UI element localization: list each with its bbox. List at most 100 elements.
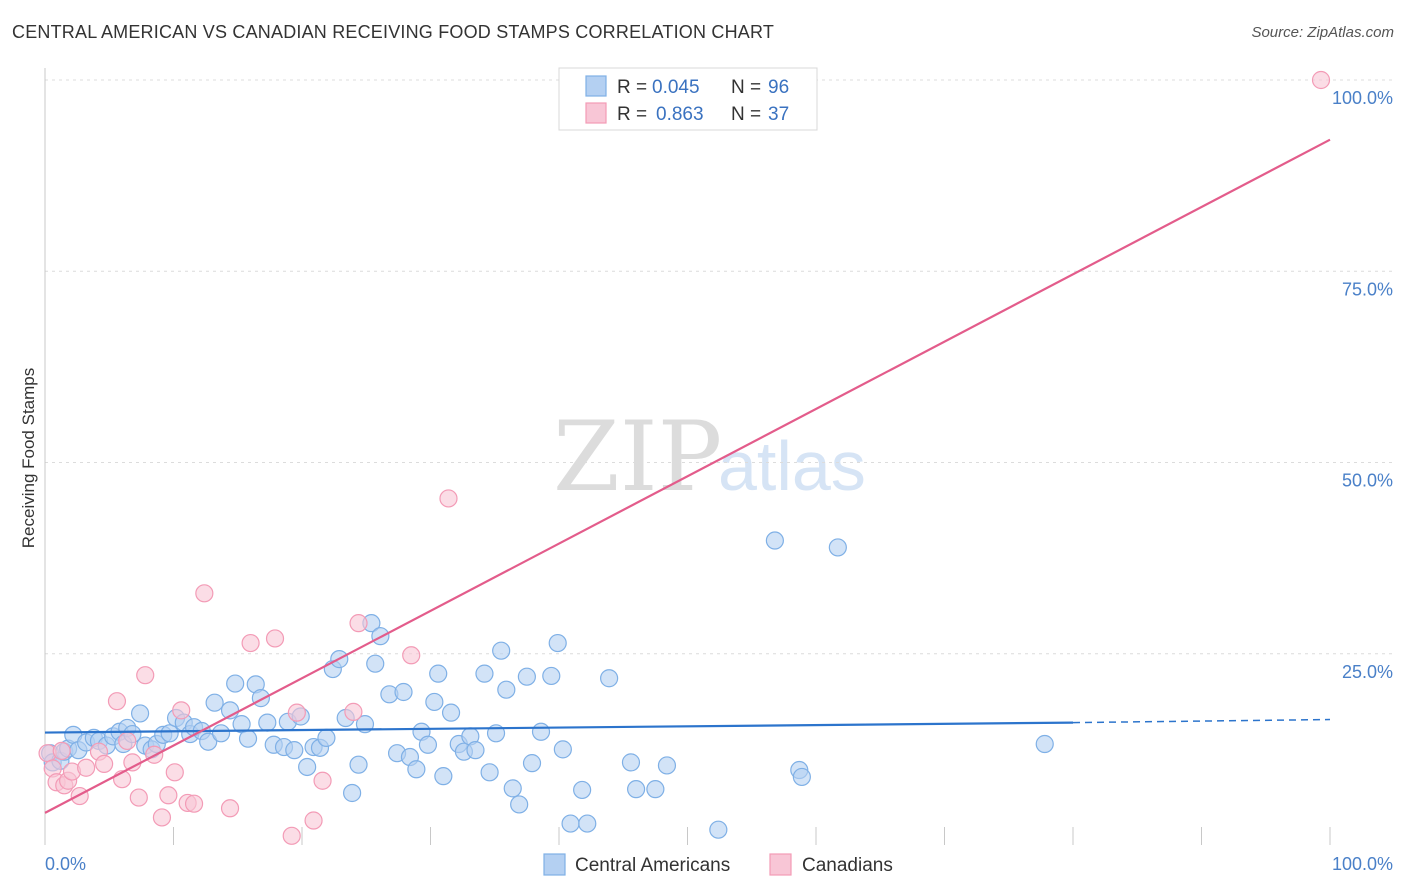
data-point (466, 741, 485, 760)
legend-r-label: R = (617, 77, 647, 98)
data-point (220, 799, 240, 818)
data-point (199, 732, 218, 751)
data-point (573, 780, 592, 800)
data-point (349, 755, 368, 774)
data-point (52, 741, 71, 761)
x-ticks (44, 827, 1331, 845)
data-point (226, 674, 245, 693)
legend-n-value: 37 (768, 104, 789, 125)
data-point (407, 760, 426, 779)
data-point (285, 741, 304, 760)
data-point (77, 758, 96, 777)
data-point (343, 783, 362, 803)
data-point (172, 701, 191, 720)
trend-line-canadians (44, 138, 1331, 814)
y-tick-label: 50.0% (1342, 471, 1393, 491)
data-point (304, 811, 323, 830)
data-point (394, 682, 413, 702)
data-point (429, 664, 448, 683)
data-point (517, 667, 536, 686)
data-point (531, 722, 551, 741)
data-point (497, 680, 516, 699)
data-point (561, 814, 580, 833)
legend-bottom: Central Americans Canadians (543, 853, 893, 876)
trend-lines (44, 138, 1331, 814)
data-point (1035, 734, 1054, 754)
data-point (287, 703, 306, 722)
legend-n-label: N = (731, 104, 761, 125)
bottom-legend-swatch-canadians (769, 853, 792, 876)
data-point (646, 780, 665, 799)
y-axis-label: Receiving Food Stamps (19, 368, 38, 548)
data-point (159, 786, 178, 805)
bottom-legend-label-canadians: Canadians (802, 855, 893, 876)
data-point (548, 633, 567, 653)
data-point (578, 814, 597, 833)
source-label: Source: ZipAtlas.com (1251, 24, 1394, 41)
legend-n-label: N = (731, 77, 761, 98)
data-point (439, 489, 458, 508)
data-point (265, 629, 285, 648)
data-point (522, 754, 542, 773)
data-point (418, 735, 438, 754)
data-point (136, 666, 155, 685)
data-point (258, 713, 277, 732)
data-point (657, 756, 677, 775)
data-point (765, 531, 784, 550)
data-point (492, 641, 511, 660)
data-point (600, 669, 619, 688)
data-point (129, 788, 148, 807)
bottom-legend-swatch-central-americans (543, 853, 566, 876)
data-point (510, 795, 529, 814)
data-point (205, 693, 224, 712)
data-point (828, 538, 847, 557)
data-point (107, 692, 127, 711)
y-tick-label: 100.0% (1332, 88, 1393, 108)
trend-line-extension (1072, 718, 1331, 724)
legend-n-value: 96 (768, 77, 789, 98)
data-point (366, 654, 385, 673)
data-point (441, 703, 461, 722)
data-point (70, 786, 89, 806)
data-point (475, 664, 494, 683)
legend-top: R = 0.045 N = 96 R = 0.863 N = 37 (558, 67, 818, 131)
series-canadians-points (38, 70, 1331, 845)
y-tick-label: 25.0% (1342, 662, 1393, 682)
data-point (282, 826, 301, 845)
gridlines (45, 79, 1395, 655)
data-point (542, 666, 561, 686)
data-point (211, 724, 231, 743)
data-point (118, 731, 137, 751)
data-point (160, 724, 179, 743)
data-point (626, 780, 646, 799)
y-tick-labels: 25.0% 50.0% 75.0% 100.0% (1332, 88, 1393, 682)
data-point (709, 820, 728, 839)
data-point (480, 763, 499, 782)
data-point (402, 646, 421, 665)
data-point (95, 754, 114, 774)
data-point (344, 702, 363, 721)
data-point (434, 767, 453, 786)
watermark-atlas: atlas (718, 427, 866, 505)
watermark-zip: ZIP (553, 401, 722, 513)
data-point (1311, 70, 1331, 90)
data-point (241, 633, 260, 653)
legend-r-value: 0.045 (652, 77, 700, 98)
data-point (317, 728, 336, 748)
data-point (152, 808, 172, 827)
legend-swatch-canadians (585, 102, 607, 124)
legend-r-label: R = (617, 104, 647, 125)
data-point (130, 704, 150, 723)
legend-r-value: 0.863 (656, 104, 704, 125)
data-point (349, 614, 368, 633)
bottom-legend-label-central-americans: Central Americans (575, 855, 730, 876)
data-point (165, 763, 184, 782)
data-point (503, 779, 522, 798)
data-point (553, 740, 572, 759)
x-tick-label-max: 100.0% (1332, 854, 1393, 874)
chart-title: CENTRAL AMERICAN VS CANADIAN RECEIVING F… (12, 22, 775, 42)
data-point (792, 767, 811, 787)
legend-swatch-central-americans (585, 75, 607, 97)
y-tick-label: 75.0% (1342, 279, 1393, 299)
